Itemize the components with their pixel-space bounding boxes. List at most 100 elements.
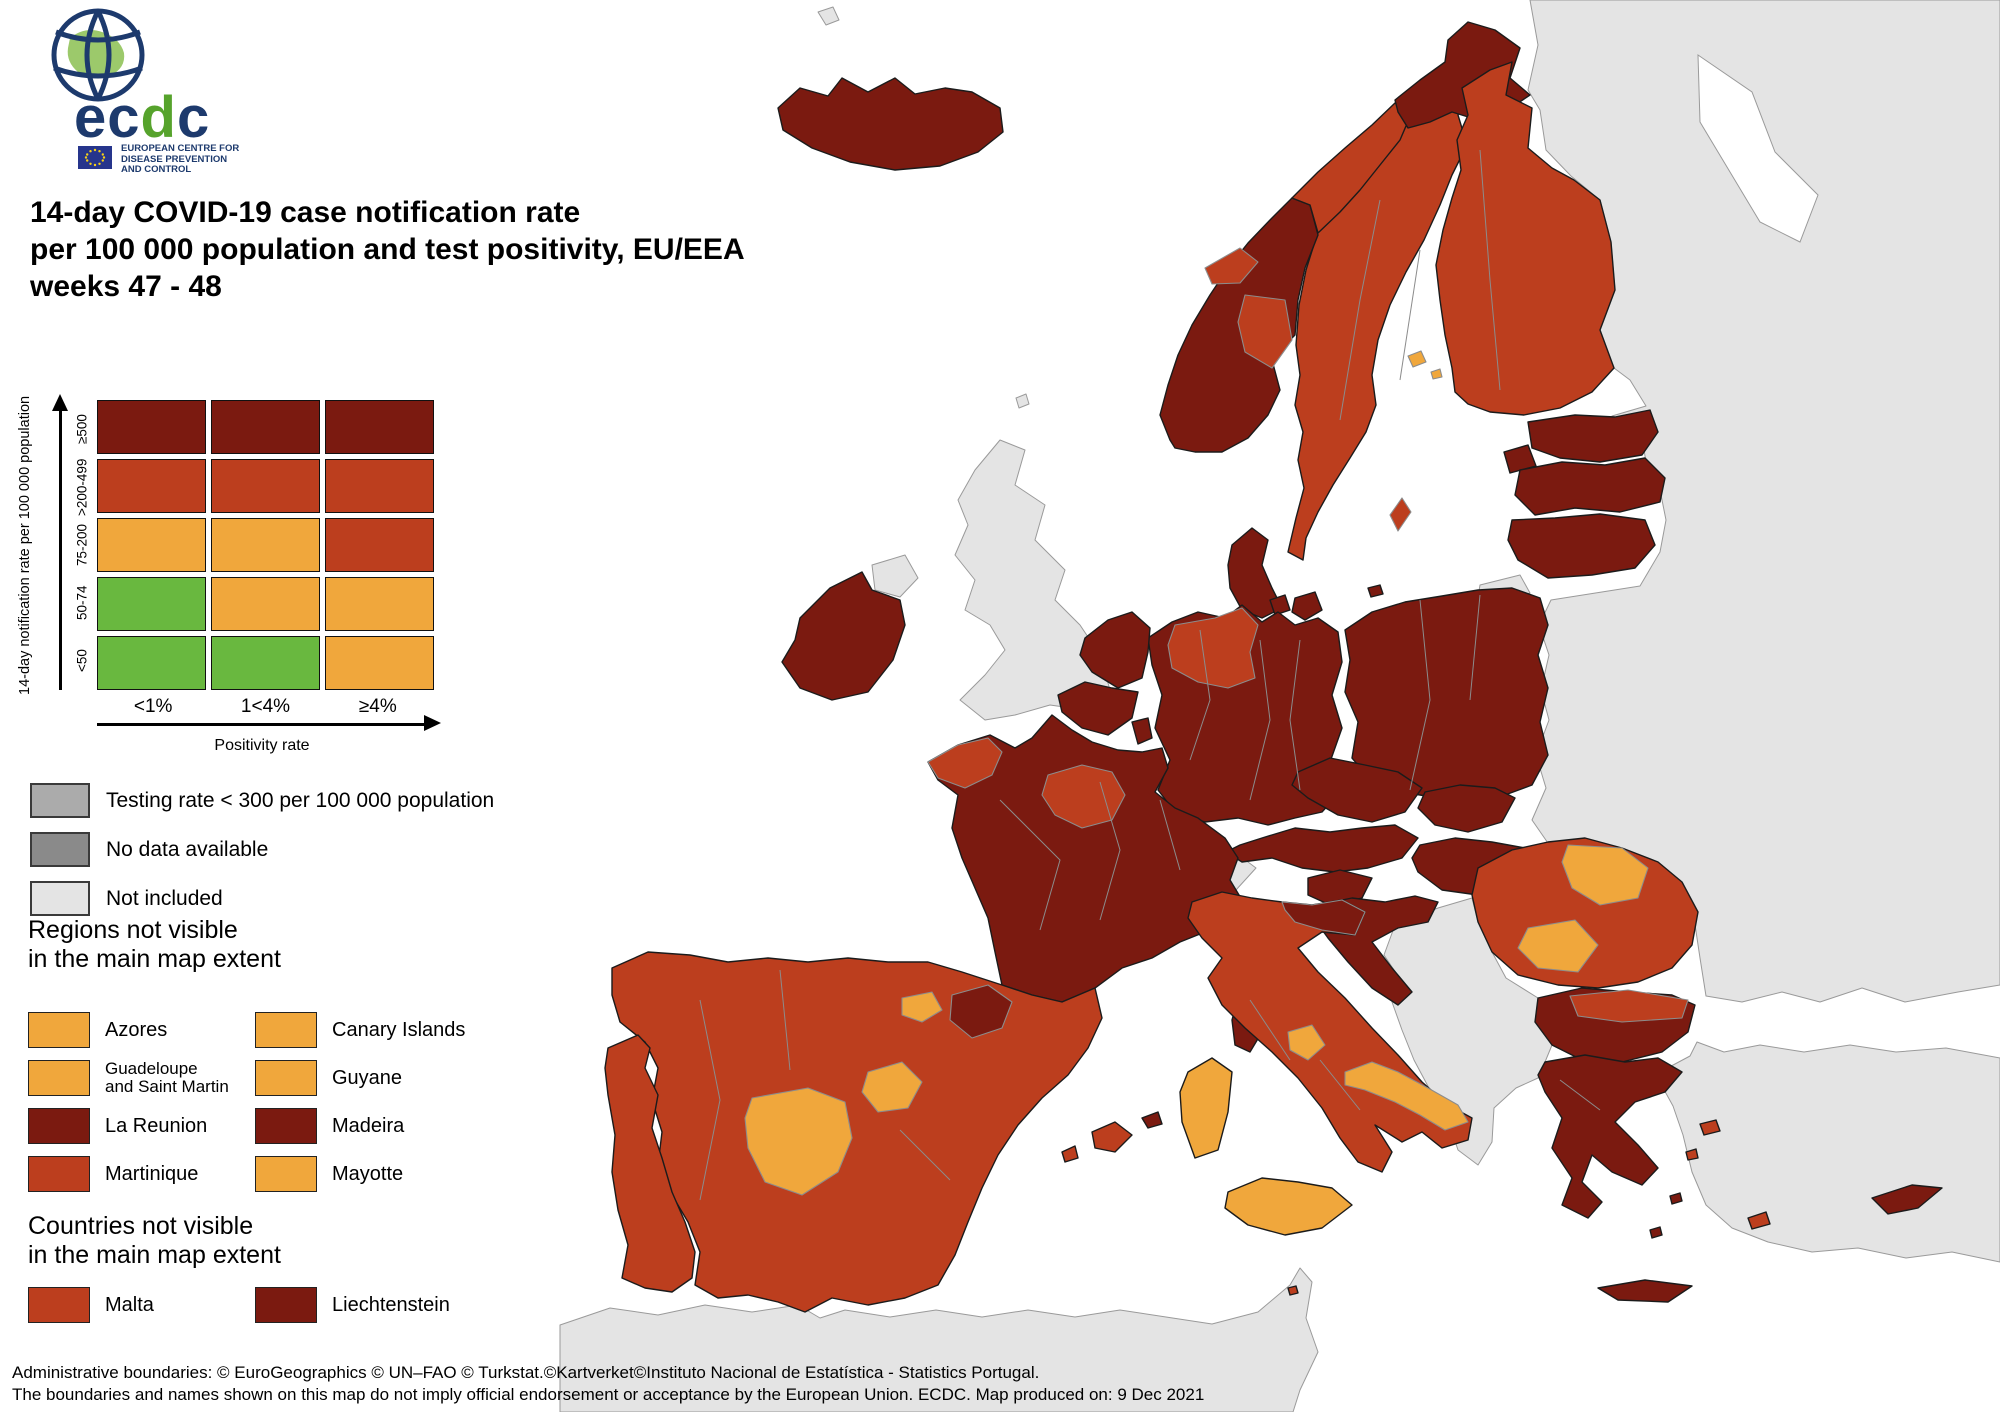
region-swatch-0 — [28, 1012, 90, 1048]
region-cyclades-2 — [1669, 1192, 1683, 1205]
region-italy-northeast — [1281, 899, 1366, 936]
matrix-col-labels: <1% 1<4% ≥4% — [97, 696, 434, 718]
matrix-cell-r3-c2 — [325, 577, 434, 631]
region-gotland — [1389, 497, 1412, 532]
regions-heading-line-1: Regions not visible — [28, 916, 238, 944]
matrix-cell-r2-c2 — [325, 518, 434, 572]
region-label-3: Guyane — [332, 1066, 403, 1089]
regions-grid: Azores Canary Islands Guadeloupe and Saint… — [28, 1010, 515, 1194]
matrix-row-label-0: ≥500 — [74, 414, 90, 444]
region-romania-centre — [1517, 919, 1599, 973]
matrix-col-label-1: 1<4% — [240, 696, 291, 717]
status-item-2: Not included — [30, 881, 494, 916]
status-item-1: No data available — [30, 832, 494, 867]
region-item-1: Canary Islands — [255, 1010, 515, 1050]
footer: Administrative boundaries: © EuroGeograp… — [12, 1362, 1204, 1405]
region-puglia-molise — [1344, 1061, 1469, 1131]
region-item-7: Mayotte — [255, 1154, 515, 1194]
ecdc-wordmark: ecdc — [74, 84, 210, 151]
country-estonia — [1527, 409, 1659, 463]
region-item-3: Guyane — [255, 1058, 515, 1098]
region-item-4: La Reunion — [28, 1106, 255, 1146]
logo-letter-c2: c — [176, 85, 211, 150]
matrix-cell-r0-c2 — [325, 400, 434, 454]
region-swatch-5 — [255, 1108, 317, 1144]
country-luxembourg — [1131, 717, 1153, 745]
region-crete — [1597, 1279, 1693, 1303]
status-item-0: Testing rate < 300 per 100 000 populatio… — [30, 783, 494, 818]
region-bulgaria-north — [1569, 989, 1689, 1023]
region-borders — [699, 149, 1601, 1201]
region-extremadura — [744, 1087, 853, 1196]
status-label-1: No data available — [106, 837, 269, 861]
matrix-x-axis-line — [97, 723, 424, 726]
countries-grid: Malta Liechtenstein — [28, 1285, 515, 1325]
status-swatch-2 — [30, 881, 90, 916]
matrix-cell-r1-c0 — [97, 459, 206, 513]
region-aland — [1407, 350, 1427, 368]
region-sicily — [1224, 1177, 1353, 1236]
org-line-3: AND CONTROL — [121, 164, 192, 175]
matrix-col-label-0: <1% — [133, 696, 173, 717]
region-rhodes — [1747, 1211, 1771, 1230]
country-belgium — [1057, 681, 1139, 736]
region-bornholm — [1367, 584, 1384, 598]
region-item-2: Guadeloupe and Saint Martin — [28, 1058, 255, 1098]
region-item-5: Madeira — [255, 1106, 515, 1146]
status-label-2: Not included — [106, 886, 223, 910]
logo-letter-c1: c — [107, 85, 141, 150]
region-la-rioja — [901, 991, 943, 1023]
country-item-0: Malta — [28, 1285, 255, 1325]
region-label-2: Guadeloupe and Saint Martin — [105, 1059, 229, 1096]
countries-heading-line-2: in the main map extent — [28, 1241, 281, 1269]
matrix-cell-r0-c0 — [97, 400, 206, 454]
region-brittany — [927, 737, 1003, 789]
eu-flag-icon — [78, 146, 112, 169]
region-label-7: Mayotte — [332, 1162, 404, 1185]
eu-eea-countries — [604, 21, 1943, 1313]
region-item-0: Azores — [28, 1010, 255, 1050]
org-line-2: DISEASE PREVENTION — [121, 153, 228, 165]
country-united-kingdom — [954, 439, 1111, 721]
country-slovenia — [1307, 869, 1373, 906]
matrix-y-axis-line — [59, 410, 62, 690]
country-turkey — [1659, 1041, 2000, 1263]
country-northern-ireland — [871, 554, 919, 598]
region-swatch-7 — [255, 1156, 317, 1192]
country-ireland — [781, 571, 906, 701]
country-swatch-0 — [28, 1287, 90, 1323]
region-umbria — [1287, 1024, 1326, 1061]
title-line-2: per 100 000 population and test positivi… — [30, 233, 745, 266]
matrix-x-axis-label: Positivity rate — [214, 737, 310, 754]
region-label-4: La Reunion — [105, 1114, 208, 1137]
title-line-1: 14-day COVID-19 case notification rate — [30, 196, 581, 229]
country-czechia — [1291, 757, 1423, 823]
title-line-3: weeks 47 - 48 — [30, 270, 222, 303]
footer-line-2: The boundaries and names shown on this m… — [12, 1384, 1205, 1404]
matrix-cell-r3-c1 — [211, 577, 320, 631]
status-legend: Testing rate < 300 per 100 000 populatio… — [30, 783, 494, 916]
region-aland-2 — [1430, 368, 1443, 380]
country-slovakia — [1417, 784, 1516, 833]
region-romania-northeast — [1561, 844, 1649, 906]
status-label-0: Testing rate < 300 per 100 000 populatio… — [106, 788, 495, 812]
country-poland — [1344, 587, 1549, 799]
region-lesbos — [1699, 1119, 1721, 1136]
page-title: 14-day COVID-19 case notification rate p… — [30, 194, 745, 305]
region-centre-val-de-loire — [1041, 764, 1126, 829]
country-swatch-1 — [255, 1287, 317, 1323]
matrix-y-axis-label: 14-day notification rate per 100 000 pop… — [17, 395, 33, 695]
country-greece — [1537, 1054, 1683, 1219]
matrix-row-label-3: 50-74 — [74, 585, 90, 621]
matrix-cell-r4-c0 — [97, 636, 206, 690]
region-menorca — [1141, 1111, 1163, 1129]
region-navarra — [949, 984, 1013, 1039]
country-finland — [1435, 61, 1616, 416]
countries-section-heading: Countries not visible in the main map ex… — [28, 1212, 281, 1270]
logo-letter-e: e — [74, 85, 108, 150]
matrix-col-label-2: ≥4% — [358, 696, 397, 717]
status-swatch-0 — [30, 783, 90, 818]
region-swatch-3 — [255, 1060, 317, 1096]
matrix-cell-r2-c0 — [97, 518, 206, 572]
